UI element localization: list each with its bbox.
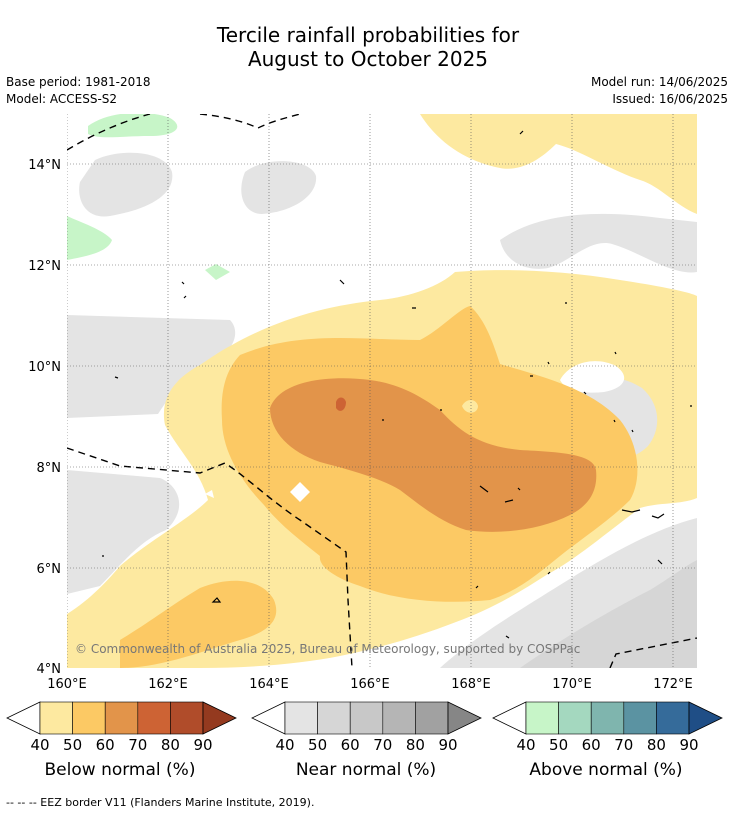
lon-label-166e: 166°E — [350, 677, 390, 692]
below-normal-gap-sw — [205, 490, 214, 498]
lon-label-162e: 162°E — [148, 677, 188, 692]
colorbar-below-swatch — [39, 701, 73, 735]
graticule — [67, 114, 697, 668]
colorbar-above-tick: 40 — [516, 736, 535, 754]
colorbar-above-tick: 90 — [679, 736, 698, 754]
model-name: Model: ACCESS-S2 — [6, 92, 118, 106]
colorbar-above-swatch — [558, 701, 592, 735]
colorbar-near-swatch — [349, 701, 384, 735]
lat-label-4n: 4°N — [37, 662, 62, 677]
lon-label-172e: 172°E — [653, 677, 693, 692]
near-normal-region-se-dark — [520, 560, 697, 668]
near-normal-region-n — [241, 161, 317, 214]
colorbar-above-extend-low — [492, 701, 527, 735]
near-normal-region-nw — [79, 152, 173, 217]
colorbar-below-tick: 70 — [128, 736, 147, 754]
below-normal-50-gap — [462, 400, 478, 413]
lat-label-6n: 6°N — [37, 562, 62, 577]
colorbar-title-below: Below normal (%) — [44, 760, 196, 780]
lon-label-170e: 170°E — [552, 677, 592, 692]
eez-border-southeast — [609, 637, 697, 668]
colorbar-group: 40 50 60 70 80 90 40 50 60 70 80 90 40 50 60 70 80 90 — [6, 701, 723, 754]
colorbar-near-swatch — [284, 701, 318, 735]
colorbar-below-extend-high — [202, 701, 237, 735]
colorbar-below-swatch — [104, 701, 139, 735]
below-normal-40-north-band — [420, 114, 697, 214]
colorbar-near-swatch — [382, 701, 416, 735]
below-normal-60-main — [270, 378, 597, 532]
colorbar-below-extend-low — [6, 701, 41, 735]
lon-label-164e: 164°E — [249, 677, 289, 692]
colorbar-near-swatch — [415, 701, 449, 735]
lat-label-8n: 8°N — [37, 461, 62, 476]
colorbar-below-tick: 80 — [161, 736, 180, 754]
colorbar-above-tick: 80 — [647, 736, 666, 754]
lat-label-12n: 12°N — [28, 259, 61, 274]
issued-date: Issued: 16/06/2025 — [612, 92, 728, 106]
eez-border-central — [67, 447, 353, 668]
colorbar-near-tick: 80 — [406, 736, 425, 754]
colorbar-above-tick: 50 — [549, 736, 568, 754]
colorbar-near-tick: 50 — [308, 736, 327, 754]
colorbar-above-tick: 60 — [582, 736, 601, 754]
lon-label-160e: 160°E — [47, 677, 87, 692]
eez-border-north — [67, 114, 301, 151]
colorbar-near-swatch — [317, 701, 351, 735]
model-run-date: Model run: 14/06/2025 — [590, 75, 728, 89]
colorbar-below-tick: 50 — [63, 736, 82, 754]
below-normal-40-east-gap-white — [560, 361, 625, 393]
above-normal-region-w — [67, 216, 112, 260]
copyright-notice: © Commonwealth of Australia 2025, Bureau… — [75, 642, 580, 656]
island-outlines — [102, 130, 692, 639]
near-normal-region-ne — [500, 213, 697, 273]
below-normal-70-spot — [336, 397, 346, 411]
colorbar-title-near: Near normal (%) — [295, 760, 437, 780]
colorbar-above-tick: 70 — [614, 736, 633, 754]
colorbar-near-tick: 70 — [373, 736, 392, 754]
colorbar-near-tick: 90 — [438, 736, 457, 754]
colorbar-title-above: Above normal (%) — [529, 760, 683, 780]
below-normal-gap-west — [290, 482, 310, 502]
above-normal-region-small — [205, 264, 230, 280]
base-period: Base period: 1981-2018 — [6, 75, 151, 89]
eez-footnote: -- -- -- EEZ border V11 (Flanders Marine… — [6, 796, 315, 809]
colorbar-below-tick: 40 — [30, 736, 49, 754]
chart-title-line-2: August to October 2025 — [247, 47, 489, 71]
colorbar-below-swatch — [170, 701, 204, 735]
colorbar-near-extend-low — [251, 701, 286, 735]
colorbar-below-tick: 90 — [193, 736, 212, 754]
below-normal-50-south — [120, 580, 277, 668]
lat-label-14n: 14°N — [28, 158, 61, 173]
colorbar-near-tick: 60 — [341, 736, 360, 754]
colorbar-above-swatch — [525, 701, 559, 735]
colorbar-below-swatch — [137, 701, 171, 735]
colorbar-above-swatch — [656, 701, 690, 735]
colorbar-near-extend-high — [447, 701, 482, 735]
colorbar-above-swatch — [590, 701, 625, 735]
colorbar-near-tick: 40 — [275, 736, 294, 754]
colorbar-above-extend-high — [688, 701, 723, 735]
lon-label-168e: 168°E — [451, 677, 491, 692]
chart-title-line-1: Tercile rainfall probabilities for — [216, 23, 520, 47]
lat-label-10n: 10°N — [28, 360, 61, 375]
colorbar-above-swatch — [623, 701, 657, 735]
above-normal-region-n — [88, 114, 178, 138]
probability-fields: © Commonwealth of Australia 2025, Bureau… — [67, 114, 697, 668]
colorbar-below-swatch — [72, 701, 106, 735]
near-normal-region-w — [67, 315, 236, 418]
near-normal-region-sw — [67, 470, 180, 594]
colorbar-below-tick: 60 — [96, 736, 115, 754]
